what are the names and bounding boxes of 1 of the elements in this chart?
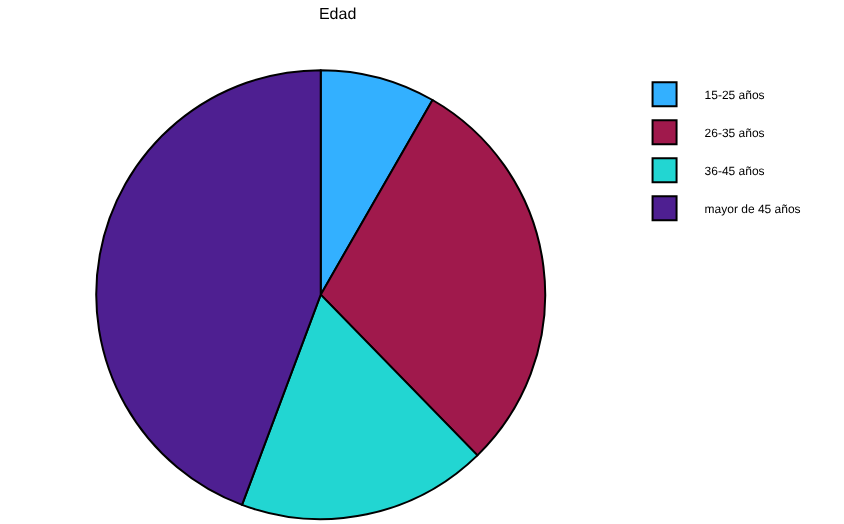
chart-title: Edad xyxy=(318,5,357,24)
